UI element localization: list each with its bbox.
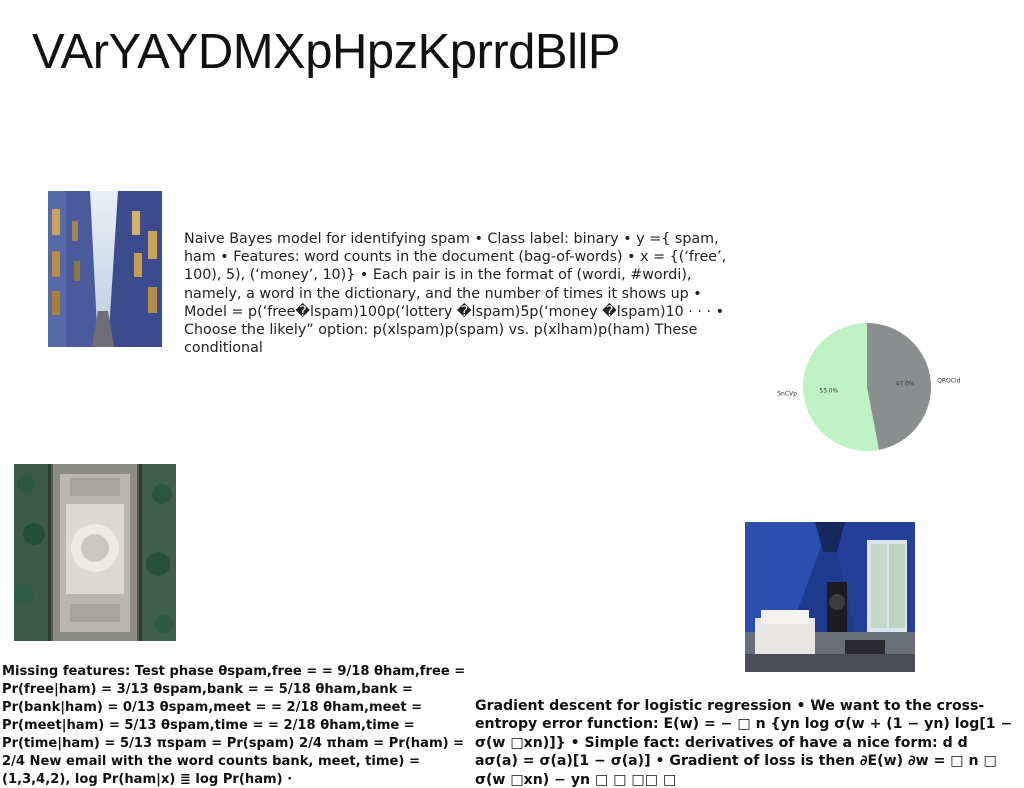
- pie-slice-qrocid: [867, 323, 932, 450]
- pie-value-label-sncvp: 53.0%: [819, 388, 838, 395]
- slide-title: VArYAYDMXpHpzKprrdBllP: [32, 25, 621, 79]
- pie-chart: SnCVp QROCId 53.0% 47.0%: [770, 310, 970, 465]
- pie-value-label-qrocid: 47.0%: [896, 380, 915, 387]
- naive-bayes-paragraph: Naive Bayes model for identifying spam •…: [184, 231, 727, 357]
- narrow-alley-photo: [48, 191, 162, 347]
- pie-slice-sncvp: [803, 323, 879, 451]
- pie-category-label-qrocid: QROCId: [937, 377, 961, 384]
- gradient-descent-paragraph: Gradient descent for logistic regression…: [475, 698, 1013, 788]
- aerial-courtyard-photo: [14, 464, 176, 641]
- pie-category-label-sncvp: SnCVp: [777, 391, 797, 398]
- missing-features-paragraph: Missing features: Test phase θspam,free …: [2, 664, 466, 787]
- cabin-interior-photo: [745, 522, 915, 672]
